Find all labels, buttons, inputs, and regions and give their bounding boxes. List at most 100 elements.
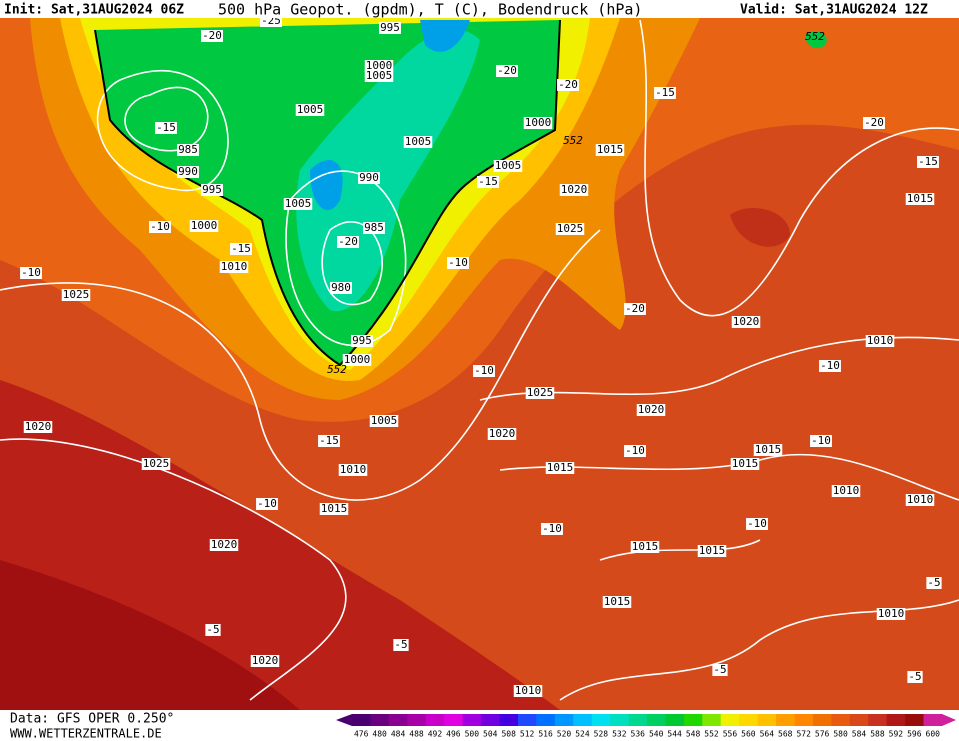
isobar-label-box: [905, 494, 935, 506]
height-label: 552: [805, 30, 825, 43]
isobar-label-text: 1010: [340, 463, 367, 476]
isobar-label: 985: [177, 143, 199, 156]
isobar-label: 1025: [61, 288, 91, 301]
temperature-label: -10: [447, 256, 469, 269]
isobar-label-text: 985: [364, 221, 384, 234]
isobar-label-text: 1025: [527, 386, 554, 399]
isobar-label-text: 1015: [632, 540, 659, 553]
isobar-label-text: 1005: [366, 69, 393, 82]
temperature-label: -15: [230, 242, 252, 255]
temperature-label-text: -15: [478, 175, 498, 188]
temperature-label: -5: [907, 670, 923, 683]
isobar-label: 1010: [905, 493, 935, 506]
colorbar-left-arrow: [336, 714, 352, 726]
isobar-label: 1015: [730, 457, 760, 470]
isobar-label-box: [559, 184, 589, 196]
colorbar-cell: [923, 714, 943, 726]
temperature-label-box: [473, 365, 495, 377]
colorbar-cell: [444, 714, 464, 726]
isobar-label-text: 1010: [867, 334, 894, 347]
colorbar-label: 552: [704, 730, 719, 739]
isobar-label-text: 980: [331, 281, 351, 294]
temperature-label-box: [230, 243, 252, 255]
isobar-label-text: 1010: [907, 493, 934, 506]
temperature-label-text: -15: [319, 434, 339, 447]
colorbar-label: 556: [723, 730, 738, 739]
temperature-label: -15: [654, 86, 676, 99]
temperature-label: -15: [318, 434, 340, 447]
temperature-label-box: [810, 435, 832, 447]
isobar-label-box: [358, 172, 380, 184]
isobar-label-box: [523, 117, 553, 129]
isobar-label-box: [177, 144, 199, 156]
colorbar-label: 492: [428, 730, 443, 739]
isobar-label: 1000: [342, 353, 372, 366]
temperature-label: -10: [810, 434, 832, 447]
colorbar-cell: [702, 714, 722, 726]
colorbar-label: 600: [926, 730, 941, 739]
colorbar-cell: [388, 714, 408, 726]
isobar-label-text: 1000: [366, 59, 393, 72]
temperature-label: -20: [863, 116, 885, 129]
temperature-label: -20: [337, 235, 359, 248]
isobar-label: 1005: [403, 135, 433, 148]
field-blue: [310, 20, 470, 210]
isobar-label-box: [141, 458, 171, 470]
colorbar-label: 588: [870, 730, 885, 739]
isobar-label-box: [219, 261, 249, 273]
isobar-label-text: 1000: [344, 353, 371, 366]
isobar-label-box: [209, 539, 239, 551]
colorbar-cell: [776, 714, 795, 726]
isobar-label-box: [731, 316, 761, 328]
isobar-label-text: 1005: [285, 197, 312, 210]
colorbar-cell: [628, 714, 648, 726]
colorbar-label: 488: [409, 730, 424, 739]
field-spot: [730, 207, 790, 247]
temperature-label: -10: [20, 266, 42, 279]
valid-text: Valid: Sat,31AUG2024 12Z: [740, 3, 928, 18]
temperature-label-text: -20: [864, 116, 884, 129]
temperature-label-box: [20, 267, 42, 279]
isobar-label: 995: [351, 334, 373, 347]
isobar-label: 1005: [295, 103, 325, 116]
isobar-label-text: 1000: [525, 116, 552, 129]
isobar: [499, 453, 959, 501]
temperature-label: -15: [477, 175, 499, 188]
colorbar-cell: [849, 714, 869, 726]
isobar-label: 1020: [209, 538, 239, 551]
isobar-label-text: 1015: [321, 502, 348, 515]
colorbar-label: 596: [907, 730, 922, 739]
isobar-label-text: 1005: [297, 103, 324, 116]
isobar-label-box: [493, 160, 523, 172]
isobar-label: 1015: [595, 143, 625, 156]
isobar-label-text: 1025: [63, 288, 90, 301]
isobar-label-box: [364, 60, 394, 72]
isobar-label-text: 995: [202, 183, 222, 196]
colorbar-label: 532: [612, 730, 627, 739]
temperature-label: -20: [624, 302, 646, 315]
isobar-label-box: [555, 223, 585, 235]
colorbar-label: 560: [741, 730, 756, 739]
temperature-label: -5: [926, 576, 942, 589]
colorbar-cell: [481, 714, 500, 726]
temperature-label-box: [541, 523, 563, 535]
isobar-label-text: 1020: [733, 315, 760, 328]
isobar-label-box: [487, 428, 517, 440]
isobar-label-box: [177, 166, 199, 178]
isobar-label-box: [283, 198, 313, 210]
colorbar-cell: [591, 714, 611, 726]
isobar-label-text: 1020: [561, 183, 588, 196]
colorbar-label: 584: [852, 730, 867, 739]
isobar-label: 985: [363, 221, 385, 234]
temperature-label-box: [712, 664, 728, 676]
isobar-label-text: 1010: [878, 607, 905, 620]
temperature-label: -5: [712, 663, 728, 676]
colorbar-cell: [407, 714, 427, 726]
colorbar-label: 504: [483, 730, 498, 739]
website: WWW.WETTERZENTRALE.DE: [10, 727, 162, 741]
isobar-label-text: 1015: [597, 143, 624, 156]
colorbar-cell: [610, 714, 630, 726]
isobar-label: 1000: [189, 219, 219, 232]
isobar-label-box: [753, 444, 783, 456]
isobar-label: 1000: [523, 116, 553, 129]
